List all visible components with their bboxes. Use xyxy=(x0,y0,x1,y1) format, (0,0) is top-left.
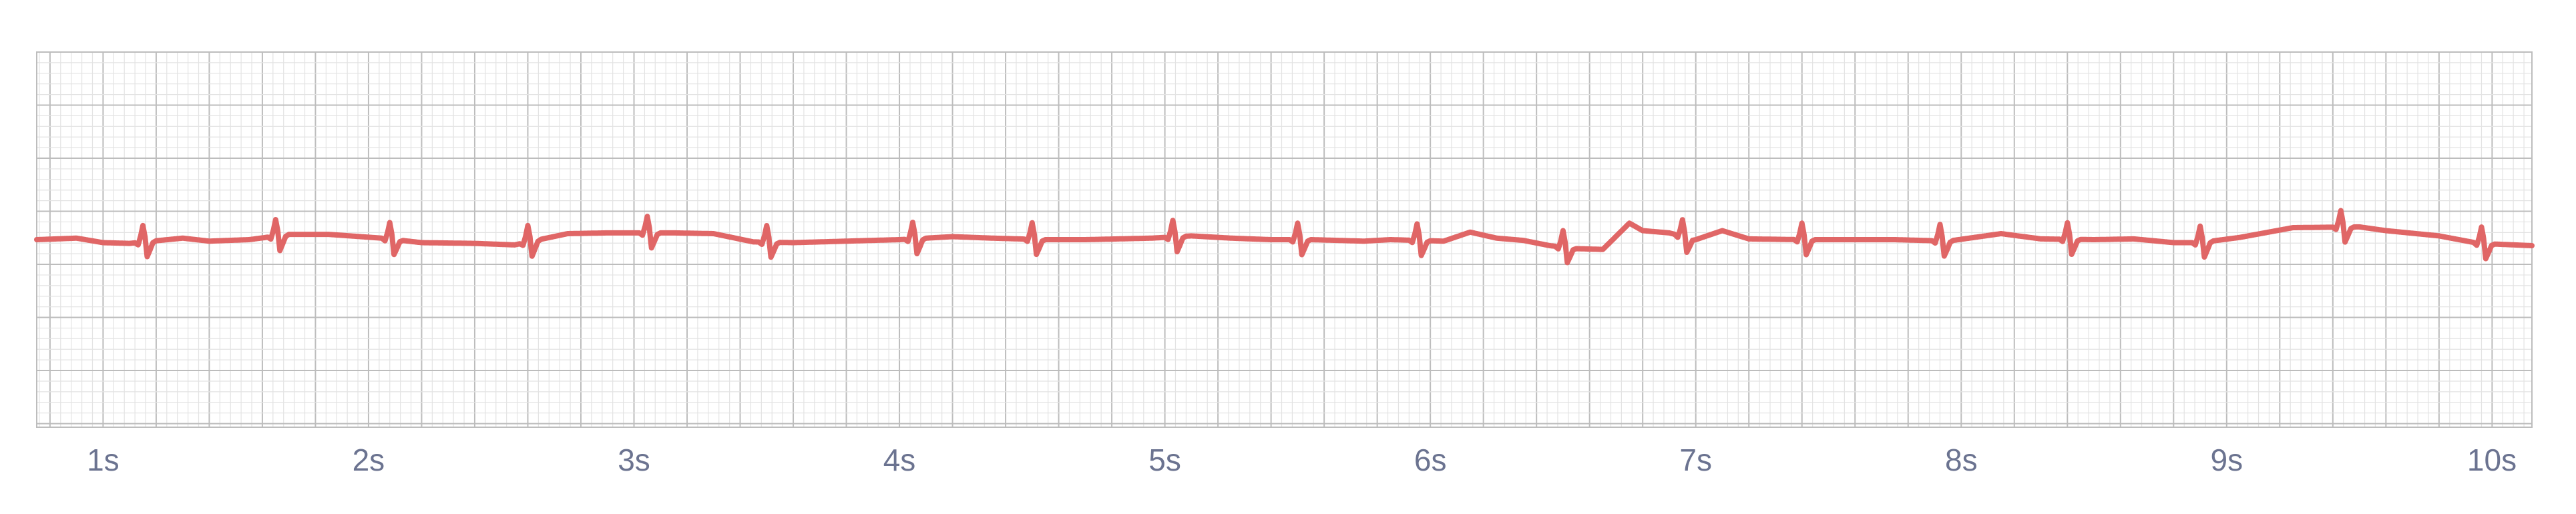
x-tick-label: 10s xyxy=(2467,443,2517,477)
x-tick-label: 4s xyxy=(883,443,916,477)
ecg-trace-layer xyxy=(34,208,2535,266)
x-tick-label: 2s xyxy=(353,443,385,477)
x-axis-tick-labels: 1s 2s 3s 4s 5s 6s 7s 8s 9s 10s xyxy=(87,443,2517,477)
x-tick-label: 6s xyxy=(1414,443,1447,477)
x-tick-label: 7s xyxy=(1679,443,1712,477)
ecg-trace-line xyxy=(34,208,2535,266)
x-tick-label: 9s xyxy=(2211,443,2243,477)
x-tick-label: 1s xyxy=(87,443,120,477)
x-tick-label: 3s xyxy=(618,443,650,477)
x-tick-label: 5s xyxy=(1148,443,1181,477)
x-tick-label: 8s xyxy=(1945,443,1978,477)
